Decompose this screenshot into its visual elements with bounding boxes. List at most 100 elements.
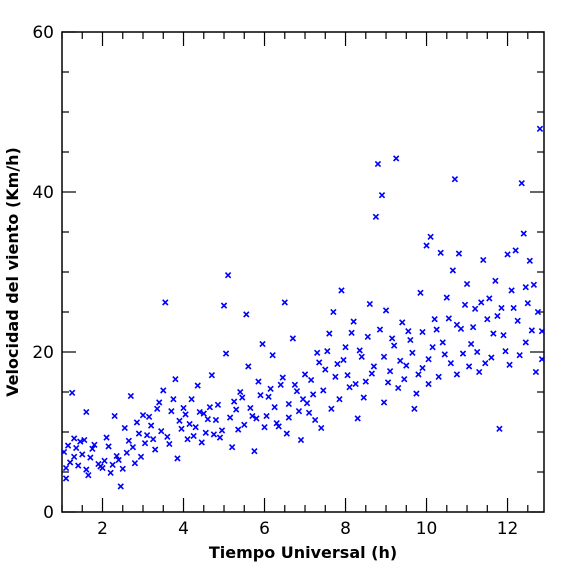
data-point: [64, 442, 72, 449]
data-point: [269, 352, 276, 359]
data-point: [419, 364, 426, 372]
data-point: [164, 433, 171, 440]
data-point: [97, 463, 104, 470]
data-point: [516, 352, 523, 359]
data-point: [538, 356, 546, 363]
data-point: [277, 381, 284, 388]
axis-ticks: [61, 31, 544, 513]
data-point: [514, 317, 521, 324]
data-point: [289, 335, 297, 342]
data-point: [461, 301, 469, 308]
data-point: [259, 340, 266, 348]
data-point: [295, 408, 303, 415]
data-point: [151, 446, 159, 453]
data-point: [216, 434, 224, 441]
data-point: [354, 415, 361, 422]
x-tick-label: 4: [178, 519, 189, 539]
data-point: [70, 435, 78, 442]
data-point: [297, 436, 305, 444]
data-point: [68, 389, 76, 396]
data-point: [162, 299, 169, 306]
data-point: [154, 405, 161, 412]
data-point: [526, 257, 533, 264]
data-point: [459, 350, 467, 357]
data-point: [275, 423, 282, 430]
y-tick-label: 60: [32, 23, 54, 43]
data-point: [226, 414, 234, 421]
data-point: [184, 436, 191, 443]
data-point: [532, 368, 540, 376]
data-point: [186, 420, 193, 428]
data-point: [435, 373, 442, 380]
data-point: [534, 308, 542, 316]
data-points: [60, 125, 546, 490]
data-point: [182, 411, 189, 418]
data-point: [305, 409, 313, 416]
data-point: [504, 251, 511, 258]
data-point: [427, 233, 434, 240]
x-tick-label: 10: [416, 519, 438, 539]
data-point: [307, 376, 315, 384]
data-point: [77, 438, 84, 445]
data-point: [311, 416, 319, 424]
data-point: [60, 448, 68, 456]
data-point: [364, 333, 371, 340]
data-point: [502, 348, 509, 355]
data-point: [346, 384, 353, 391]
data-point: [257, 392, 264, 399]
data-point: [160, 387, 167, 394]
x-tick-label: 2: [97, 519, 108, 539]
data-point: [506, 361, 513, 368]
data-point: [425, 356, 432, 363]
data-point: [386, 368, 394, 375]
data-point: [188, 396, 195, 403]
axis-tick-labels: 2 4 6 8 10 12 0 20 40 60: [32, 23, 518, 539]
data-point: [129, 444, 137, 451]
data-point: [395, 384, 402, 392]
data-point: [279, 374, 286, 381]
data-point: [332, 373, 339, 380]
data-point: [528, 327, 536, 334]
data-point: [137, 453, 145, 460]
data-point: [518, 180, 525, 187]
data-point: [522, 284, 529, 291]
data-point: [326, 330, 333, 337]
data-point: [133, 419, 141, 426]
data-point: [437, 249, 444, 256]
y-tick-label: 40: [32, 183, 54, 203]
x-axis-label: Tiempo Universal (h): [209, 543, 397, 562]
plot-area: [61, 31, 545, 513]
data-point: [62, 464, 70, 472]
data-point: [536, 125, 544, 132]
data-point: [492, 277, 499, 284]
x-tick-label: 8: [340, 519, 351, 539]
data-point: [474, 348, 481, 356]
data-point: [417, 289, 424, 296]
data-point: [494, 312, 501, 320]
data-point: [453, 371, 461, 378]
data-point: [423, 242, 430, 249]
data-point: [476, 368, 483, 376]
data-point: [344, 372, 351, 379]
data-point: [488, 354, 495, 361]
data-point: [380, 353, 388, 360]
data-point: [131, 460, 139, 467]
data-point: [336, 396, 343, 403]
data-point: [376, 326, 384, 333]
data-point: [253, 415, 260, 422]
data-point: [392, 155, 400, 162]
data-point: [214, 401, 222, 408]
data-point: [415, 371, 422, 378]
data-point: [202, 429, 209, 436]
data-point: [340, 356, 347, 364]
data-point: [194, 382, 201, 389]
data-point: [239, 394, 246, 401]
data-point: [338, 287, 345, 294]
data-point: [522, 339, 529, 346]
data-point: [407, 336, 414, 344]
data-point: [467, 340, 475, 348]
data-point: [237, 388, 244, 396]
data-point: [83, 408, 90, 416]
data-point: [356, 347, 363, 354]
